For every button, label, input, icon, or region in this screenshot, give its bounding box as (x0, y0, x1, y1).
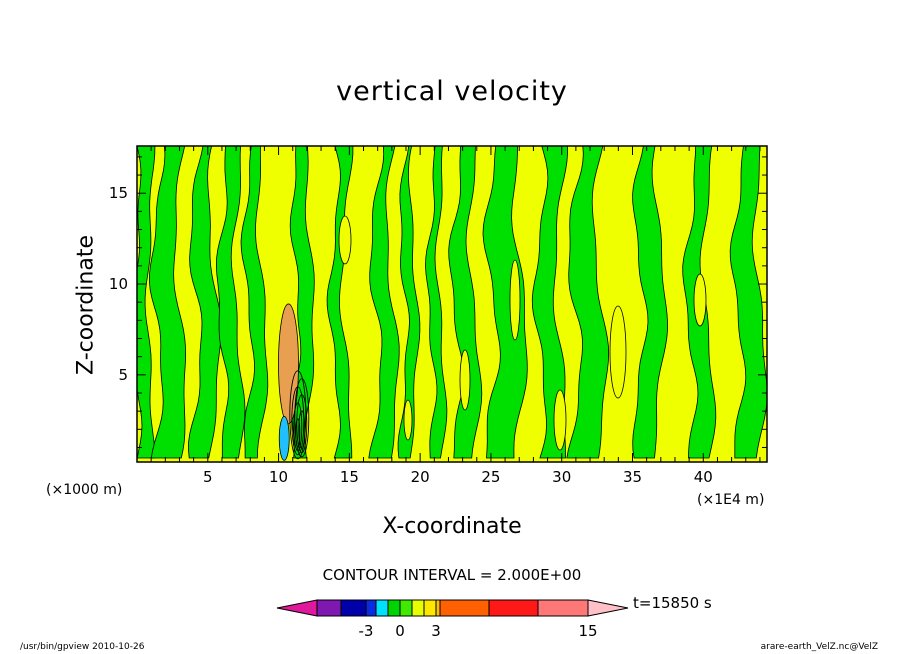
x-axis-label: X-coordinate (382, 514, 522, 539)
x-tick-label: 25 (481, 468, 501, 486)
colorbar-segment (537, 599, 589, 617)
contour-line (289, 370, 307, 460)
positive-cell (403, 399, 413, 441)
colorbar-segment (399, 599, 413, 617)
colorbar (276, 599, 629, 617)
colorbar-segment (439, 599, 490, 617)
negative-band (632, 146, 668, 459)
negative-band (425, 146, 448, 459)
x-tick-label: 30 (552, 468, 572, 486)
contour-line (291, 386, 305, 456)
downdraft-core (278, 415, 290, 461)
colorbar-segment (387, 599, 401, 617)
contour-line (293, 402, 303, 452)
positive-cell (509, 259, 521, 341)
plot-frame (136, 145, 768, 463)
colorbar-min-arrow (276, 599, 318, 617)
positive-cell (459, 349, 471, 411)
positive-cell (693, 273, 707, 327)
x-tick-label: 40 (693, 468, 713, 486)
plot-border (136, 145, 768, 463)
x-tick-label: 35 (622, 468, 643, 486)
colorbar-segment (411, 599, 425, 617)
time-label: t=15850 s (633, 594, 712, 612)
colorbar-tick-label: 15 (578, 622, 598, 640)
updraft-core (278, 303, 299, 425)
footer-file-name: arare-earth_VelZ.nc@VelZ (760, 642, 878, 652)
negative-band (482, 146, 528, 459)
negative-band (188, 146, 222, 459)
contour-line (294, 378, 310, 458)
contour-field (137, 146, 767, 462)
negative-band (397, 146, 421, 459)
negative-band (240, 146, 269, 459)
x-tick-label: 15 (339, 468, 359, 486)
negative-band (448, 146, 483, 459)
footer-program-date: /usr/bin/gpview 2010-10-26 (20, 642, 145, 652)
positive-cell (609, 305, 627, 399)
y-tick-label: 10 (108, 275, 128, 294)
positive-cell (338, 215, 352, 265)
x-unit-right: (×1E4 m) (697, 492, 765, 508)
colorbar-tick-label: -3 (358, 622, 374, 640)
negative-band (215, 146, 246, 459)
colorbar-segment (488, 599, 539, 617)
x-tick-label: 5 (203, 468, 213, 486)
colorbar-segment (375, 599, 389, 617)
negative-band (729, 146, 767, 459)
contour-line (295, 418, 301, 448)
negative-band (531, 146, 568, 459)
colorbar-segment (423, 599, 437, 617)
contour-line (298, 410, 306, 450)
contour-interval-label: CONTOUR INTERVAL = 2.000E+00 (322, 566, 582, 584)
colorbar-tick-label: 3 (431, 622, 441, 640)
colorbar-max-arrow (587, 599, 629, 617)
colorbar-segment (365, 599, 377, 617)
x-tick-label: 20 (410, 468, 430, 486)
y-tick-label: 15 (108, 184, 128, 203)
colorbar-segment (435, 599, 441, 617)
positive-cell (553, 389, 567, 451)
negative-band (148, 146, 187, 459)
negative-band (566, 146, 610, 459)
chart-title: vertical velocity (336, 76, 568, 107)
y-tick-label: 5 (118, 365, 128, 384)
y-axis-label: Z-coordinate (73, 235, 99, 375)
colorbar-segment (340, 599, 367, 617)
colorbar-segment (316, 599, 342, 617)
colorbar-tick-label: 0 (395, 622, 405, 640)
x-tick-label: 10 (269, 468, 289, 486)
contour-line (296, 394, 308, 454)
x-unit-left: (×1000 m) (46, 482, 123, 498)
